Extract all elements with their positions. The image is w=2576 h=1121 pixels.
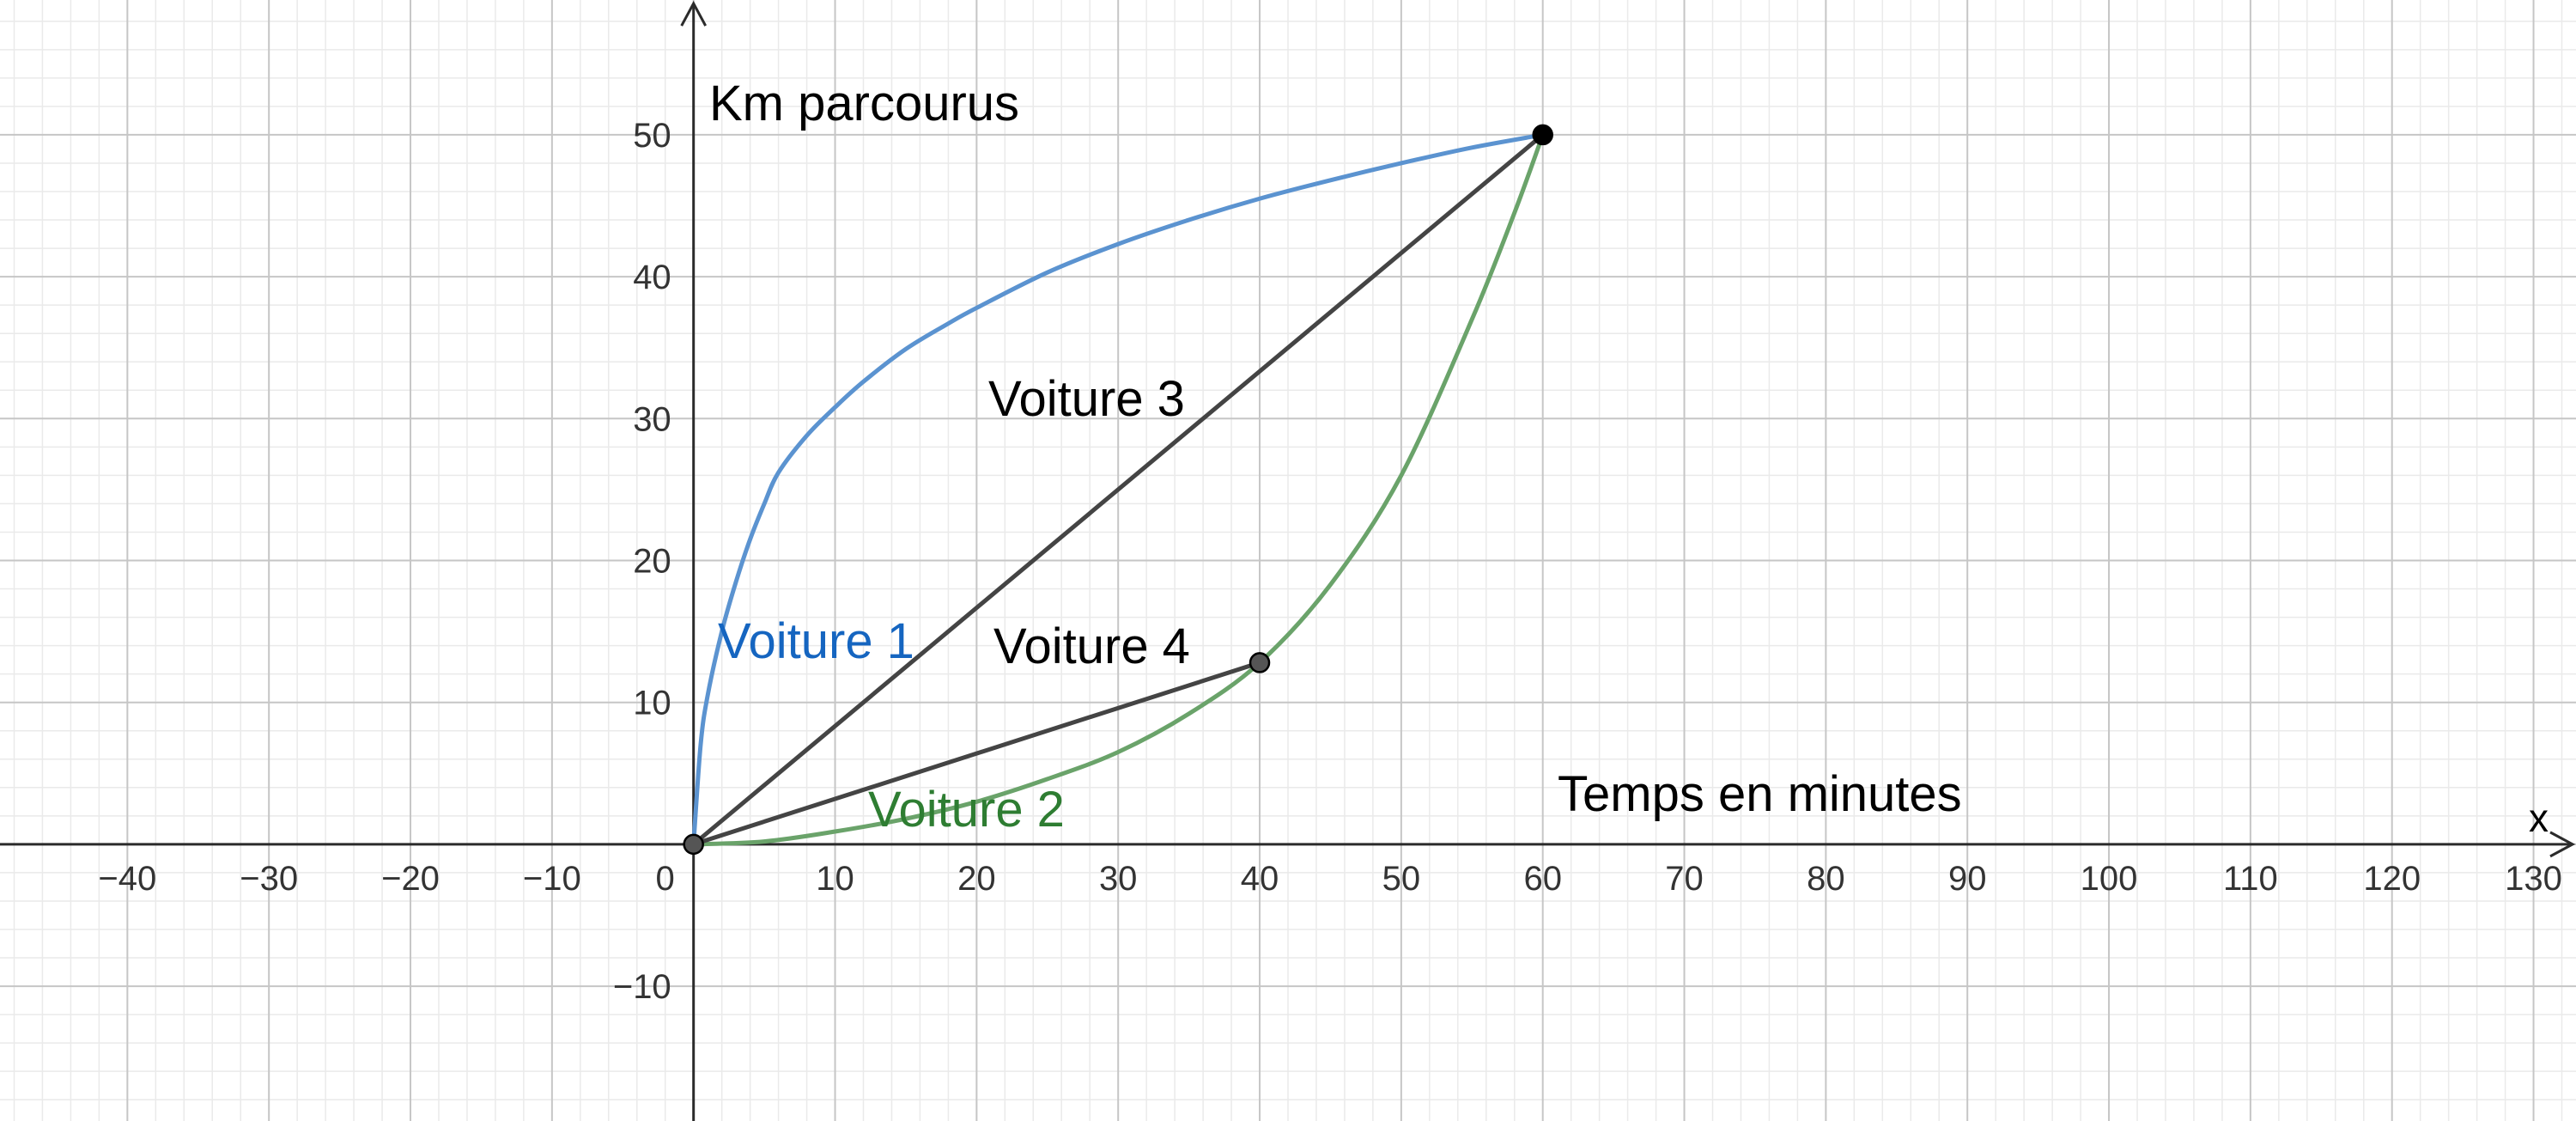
x-tick-label: 90 [1948,860,1987,898]
points-layer [683,124,1553,856]
series-line-voiture-1 [691,132,1546,847]
x-tick-label: 130 [2505,860,2562,898]
y-axis-arrow [680,0,708,27]
x-tick-label: −30 [240,860,298,898]
x-tick-label: 50 [1382,860,1421,898]
tick-labels: −40 −30 −20 −10 0 10 20 30 40 50 60 70 80 90 100 110 120… [98,117,2562,1006]
series-line-voiture-3 [691,132,1546,847]
series-label-voiture-4: Voiture 4 [993,618,1190,674]
x-axis-arrow [2549,831,2576,858]
series-label-voiture-2: Voiture 2 [868,782,1065,838]
x-tick-label: 110 [2223,860,2278,898]
x-tick-label: 40 [1241,860,1279,898]
series-layer [691,132,1546,847]
data-point [1532,124,1553,146]
x-tick-label: 80 [1807,860,1845,898]
x-tick-label: 100 [2081,860,2138,898]
x-tick-label: 70 [1665,860,1704,898]
x-tick-label: −10 [523,860,581,898]
x-tick-label: 120 [2363,860,2421,898]
x-tick-label: 10 [816,860,854,898]
data-point [1249,652,1271,673]
data-point [683,833,704,856]
y-tick-label: 30 [633,400,671,438]
x-axis-title: Temps en minutes [1558,766,1962,822]
y-tick-label: −10 [613,968,671,1006]
x-tick-label: 60 [1523,860,1562,898]
y-tick-label: 10 [633,685,671,722]
y-tick-label: 40 [633,259,671,296]
series-line-voiture-2 [691,132,1546,847]
series-line-voiture-4 [691,660,1262,847]
x-axis-letter: x [2529,795,2549,840]
x-tick-label: 30 [1099,860,1138,898]
y-tick-label: 50 [633,117,671,155]
y-axis-title: Km parcourus [709,76,1019,131]
series-label-voiture-1: Voiture 1 [718,613,914,669]
x-tick-label: −40 [98,860,156,898]
y-tick-label: 20 [633,543,671,581]
x-tick-label: 20 [957,860,996,898]
series-label-voiture-3: Voiture 3 [988,371,1185,427]
x-tick-label: −20 [381,860,440,898]
x-tick-label: 0 [655,860,674,898]
